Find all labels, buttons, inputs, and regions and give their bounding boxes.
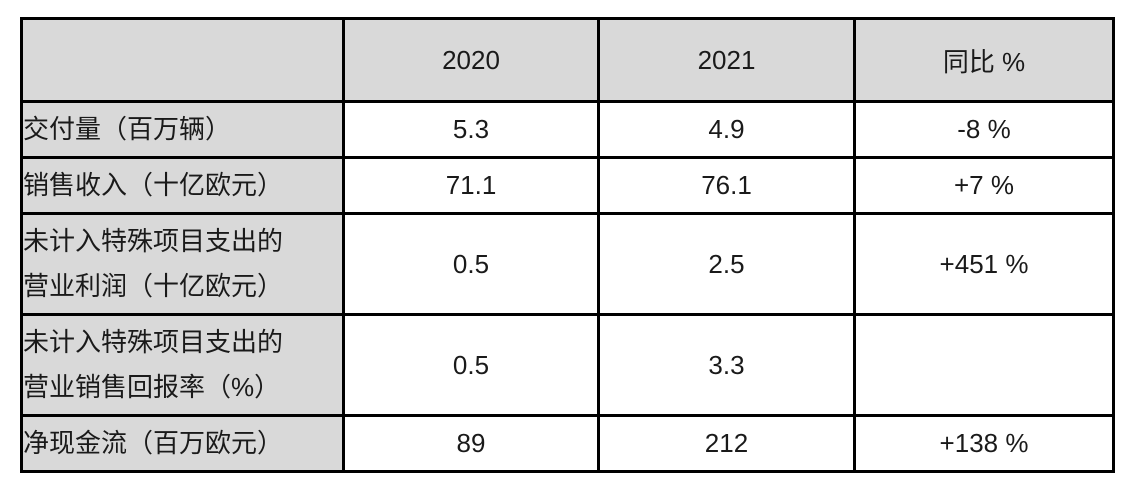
cell-2021: 212 — [597, 414, 856, 473]
cell-yoy: +451 % — [853, 212, 1115, 316]
table-row-operating-return: 未计入特殊项目支出的 营业销售回报率（%） 0.5 3.3 — [20, 313, 1115, 417]
row-label: 未计入特殊项目支出的 营业利润（十亿欧元） — [20, 212, 345, 316]
table-row-deliveries: 交付量（百万辆） 5.3 4.9 -8 % — [20, 100, 1115, 159]
row-label-line: 营业销售回报率（%） — [23, 372, 281, 402]
cell-2021: 4.9 — [597, 100, 856, 159]
cell-2020: 71.1 — [342, 156, 600, 215]
cell-2020: 5.3 — [342, 100, 600, 159]
column-header-2020: 2020 — [342, 17, 600, 103]
column-header-empty — [20, 17, 345, 103]
column-header-yoy: 同比 % — [853, 17, 1115, 103]
header-row: 2020 2021 同比 % — [20, 17, 1115, 103]
row-label-line: 未计入特殊项目支出的 — [23, 327, 284, 357]
financial-results-table: 2020 2021 同比 % 交付量（百万辆） 5.3 4.9 -8 % 销售收… — [20, 17, 1115, 473]
row-label: 未计入特殊项目支出的 营业销售回报率（%） — [20, 313, 345, 417]
cell-yoy: +138 % — [853, 414, 1115, 473]
row-label-line: 未计入特殊项目支出的 — [23, 226, 284, 256]
table-row-sales-revenue: 销售收入（十亿欧元） 71.1 76.1 +7 % — [20, 156, 1115, 215]
row-label-line: 销售收入（十亿欧元） — [23, 170, 284, 200]
cell-2021: 2.5 — [597, 212, 856, 316]
table-row-net-cash-flow: 净现金流（百万欧元） 89 212 +138 % — [20, 414, 1115, 473]
row-label-line: 净现金流（百万欧元） — [23, 428, 284, 458]
cell-2021: 3.3 — [597, 313, 856, 417]
row-label: 交付量（百万辆） — [20, 100, 345, 159]
cell-yoy — [853, 313, 1115, 417]
table-row-operating-profit: 未计入特殊项目支出的 营业利润（十亿欧元） 0.5 2.5 +451 % — [20, 212, 1115, 316]
row-label: 销售收入（十亿欧元） — [20, 156, 345, 215]
column-header-2021: 2021 — [597, 17, 856, 103]
cell-2021: 76.1 — [597, 156, 856, 215]
cell-yoy: +7 % — [853, 156, 1115, 215]
cell-2020: 0.5 — [342, 212, 600, 316]
row-label: 净现金流（百万欧元） — [20, 414, 345, 473]
row-label-line: 营业利润（十亿欧元） — [23, 271, 284, 301]
row-label-line: 交付量（百万辆） — [23, 114, 232, 144]
cell-2020: 89 — [342, 414, 600, 473]
cell-2020: 0.5 — [342, 313, 600, 417]
cell-yoy: -8 % — [853, 100, 1115, 159]
